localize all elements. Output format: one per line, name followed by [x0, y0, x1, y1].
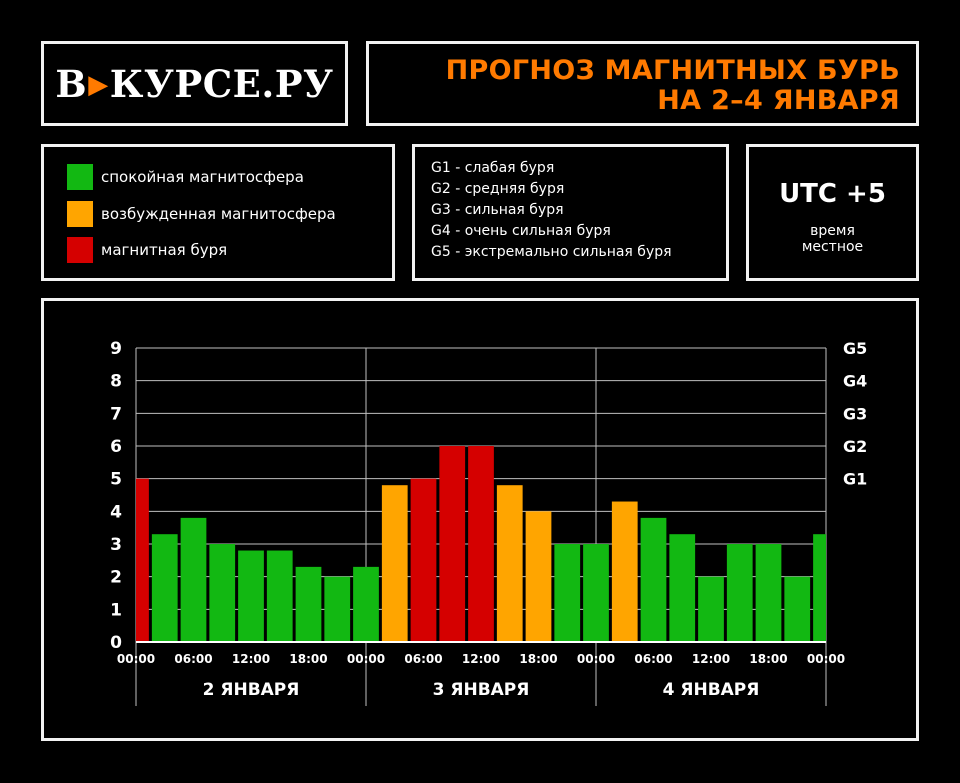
logo-arrow-icon: ▶ [88, 70, 109, 100]
chart-bar [525, 511, 552, 642]
chart-bar [726, 544, 753, 642]
chart-bar [583, 544, 609, 642]
y-tick-label: 2 [110, 568, 122, 588]
logo-box: В▶КУРСЕ.РУ [41, 41, 348, 126]
title-line-1: ПРОГНОЗ МАГНИТНЫХ БУРЬ [445, 55, 900, 86]
x-tick-label: 00:00 [347, 652, 385, 666]
legend-swatch-storm [67, 237, 93, 263]
logo-text: КУРСЕ.РУ [109, 62, 334, 106]
y-tick-label: 3 [110, 535, 122, 555]
chart-bar [784, 576, 811, 642]
chart-bar [554, 544, 581, 642]
scale-g2: G2 - средняя буря [431, 181, 565, 197]
chart-bar [813, 534, 826, 642]
x-tick-label: 18:00 [289, 652, 327, 666]
storm-scale-box: G1 - слабая буря G2 - средняя буря G3 - … [412, 144, 729, 281]
g-tick-label: G4 [843, 372, 867, 391]
g-tick-label: G1 [843, 470, 867, 489]
chart-bar [439, 446, 466, 642]
y-tick-label: 9 [110, 339, 122, 359]
chart-bar [324, 576, 351, 642]
y-tick-label: 6 [110, 437, 122, 457]
y-tick-label: 0 [110, 633, 122, 653]
chart-bar [496, 485, 523, 642]
kp-index-chart: 0 1 2 3 4 5 6 7 8 9 G1 G2 G3 G4 G5 00:00 06:00 12:00 18:00… [110, 339, 867, 706]
legend-item-storm: магнитная буря [67, 237, 227, 263]
timezone-note-line-1: время [810, 223, 855, 239]
x-tick-label: 06:00 [404, 652, 442, 666]
scale-g4: G4 - очень сильная буря [431, 223, 611, 239]
x-tick-label: 00:00 [807, 652, 845, 666]
chart-bar [209, 544, 236, 642]
chart-bar [410, 478, 437, 642]
x-tick-label: 00:00 [117, 652, 155, 666]
legend-box: спокойная магнитосфера возбужденная магн… [41, 144, 395, 281]
chart-bar [381, 485, 408, 642]
x-tick-label: 18:00 [749, 652, 787, 666]
legend-swatch-calm [67, 164, 93, 190]
chart-bar [611, 501, 638, 642]
title-box: ПРОГНОЗ МАГНИТНЫХ БУРЬ НА 2–4 ЯНВАРЯ [366, 41, 919, 126]
chart-bar [180, 517, 207, 642]
day-label: 4 ЯНВАРЯ [663, 680, 760, 700]
x-tick-label: 12:00 [462, 652, 500, 666]
g-tick-label: G5 [843, 339, 867, 358]
chart-bar [640, 517, 667, 642]
y-tick-label: 1 [110, 600, 122, 620]
g-tick-label: G3 [843, 404, 867, 423]
timezone-label: UTC +5 [779, 179, 886, 209]
day-label: 3 ЯНВАРЯ [433, 680, 530, 700]
x-tick-label: 12:00 [692, 652, 730, 666]
scale-g1: G1 - слабая буря [431, 160, 555, 176]
legend-item-active: возбужденная магнитосфера [67, 201, 336, 227]
y-tick-label: 4 [110, 502, 122, 522]
y-tick-label: 8 [110, 372, 122, 392]
y-tick-label: 7 [110, 404, 122, 424]
timezone-note-line-2: местное [801, 239, 864, 255]
site-logo[interactable]: В▶КУРСЕ.РУ [44, 62, 345, 106]
x-tick-label: 06:00 [174, 652, 212, 666]
timezone-box: UTC +5 время местное [746, 144, 919, 281]
page-title: ПРОГНОЗ МАГНИТНЫХ БУРЬ НА 2–4 ЯНВАРЯ [446, 56, 900, 116]
chart-bar [468, 446, 494, 642]
chart-bar [669, 534, 696, 642]
chart-bar [353, 566, 379, 642]
x-tick-label: 00:00 [577, 652, 615, 666]
chart-box: 0 1 2 3 4 5 6 7 8 9 G1 G2 G3 G4 G5 00:00 06:00 12:00 18:00… [41, 298, 919, 741]
legend-swatch-active [67, 201, 93, 227]
scale-g5: G5 - экстремально сильная буря [431, 244, 672, 260]
x-tick-label: 06:00 [634, 652, 672, 666]
legend-label-active: возбужденная магнитосфера [101, 205, 336, 223]
title-line-2: НА 2–4 ЯНВАРЯ [657, 85, 900, 116]
day-label: 2 ЯНВАРЯ [203, 680, 300, 700]
chart-bar [755, 544, 782, 642]
y-tick-label: 5 [110, 470, 122, 490]
timezone-note: время местное [749, 223, 916, 255]
x-tick-label: 18:00 [519, 652, 557, 666]
g-tick-label: G2 [843, 437, 867, 456]
chart-bar [238, 550, 264, 642]
legend-label-storm: магнитная буря [101, 241, 228, 259]
chart-bar [698, 576, 724, 642]
chart-bar [151, 534, 178, 642]
logo-letter: В [55, 62, 88, 106]
legend-item-calm: спокойная магнитосфера [67, 164, 304, 190]
scale-g3: G3 - сильная буря [431, 202, 564, 218]
legend-label-calm: спокойная магнитосфера [101, 168, 304, 186]
chart-bar [136, 478, 149, 642]
x-tick-label: 12:00 [232, 652, 270, 666]
chart-bar [266, 550, 293, 642]
chart-bar [295, 566, 322, 642]
